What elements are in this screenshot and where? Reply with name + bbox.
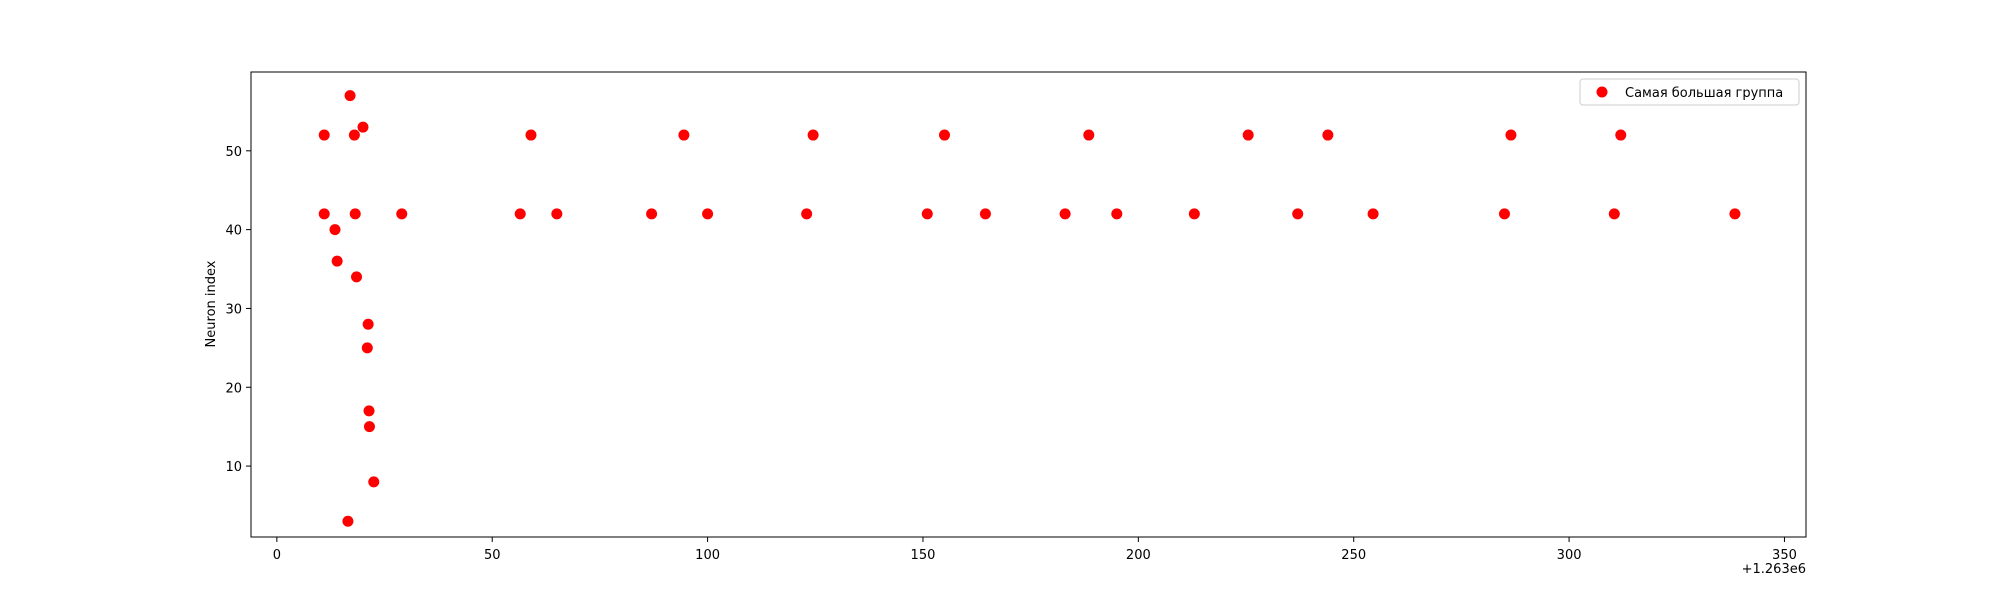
- data-point: [807, 129, 819, 141]
- y-tick-label: 50: [225, 145, 242, 160]
- data-point: [1188, 208, 1200, 220]
- data-point: [349, 208, 361, 220]
- data-point: [979, 208, 991, 220]
- legend: Самая большая группа: [1579, 78, 1800, 106]
- data-point: [318, 208, 330, 220]
- x-tick-label: 100: [695, 548, 720, 563]
- x-tick-label: 250: [1341, 548, 1366, 563]
- data-point: [362, 318, 374, 330]
- data-point: [344, 90, 356, 102]
- data-point: [801, 208, 813, 220]
- data-point: [1292, 208, 1304, 220]
- y-tick-label: 10: [225, 460, 242, 475]
- legend-marker: [1596, 86, 1608, 98]
- data-point: [363, 421, 375, 433]
- data-point: [1083, 129, 1095, 141]
- data-point: [329, 224, 341, 236]
- data-points: [318, 90, 1741, 527]
- plot-area: [250, 71, 1807, 538]
- data-point: [525, 129, 537, 141]
- data-point: [1729, 208, 1741, 220]
- y-axis-label: Neuron index: [204, 260, 219, 347]
- x-axis-offset-label: +1.263e6: [1742, 562, 1806, 577]
- data-point: [1322, 129, 1334, 141]
- data-point: [1242, 129, 1254, 141]
- data-point: [351, 271, 363, 283]
- x-axis-ticks: 0 50 100 150 200 250 300 350: [273, 537, 1797, 563]
- legend-label: Самая большая группа: [1625, 86, 1783, 101]
- data-point: [646, 208, 658, 220]
- data-point: [702, 208, 714, 220]
- y-axis-ticks: 10 20 30 40 50: [225, 145, 251, 475]
- data-point: [678, 129, 690, 141]
- data-point: [1059, 208, 1071, 220]
- y-tick-label: 30: [225, 302, 242, 317]
- data-point: [1111, 208, 1123, 220]
- data-point: [551, 208, 563, 220]
- data-point: [368, 476, 380, 488]
- x-tick-label: 0: [273, 548, 281, 563]
- data-point: [331, 255, 343, 267]
- data-point: [357, 121, 369, 133]
- x-tick-label: 150: [911, 548, 936, 563]
- data-point: [514, 208, 526, 220]
- data-point: [1505, 129, 1517, 141]
- data-point: [1498, 208, 1510, 220]
- data-point: [939, 129, 951, 141]
- legend-box: [1579, 78, 1800, 106]
- y-tick-label: 20: [225, 381, 242, 396]
- data-point: [342, 515, 354, 527]
- y-tick-label: 40: [225, 224, 242, 239]
- x-tick-label: 50: [484, 548, 501, 563]
- data-point: [921, 208, 933, 220]
- data-point: [363, 405, 375, 417]
- x-tick-label: 200: [1126, 548, 1151, 563]
- data-point: [348, 129, 360, 141]
- data-point: [361, 342, 373, 354]
- data-point: [1367, 208, 1379, 220]
- x-tick-label: 300: [1557, 548, 1582, 563]
- data-point: [1608, 208, 1620, 220]
- x-tick-label: 350: [1772, 548, 1797, 563]
- data-point: [318, 129, 330, 141]
- data-point: [1615, 129, 1627, 141]
- data-point: [396, 208, 408, 220]
